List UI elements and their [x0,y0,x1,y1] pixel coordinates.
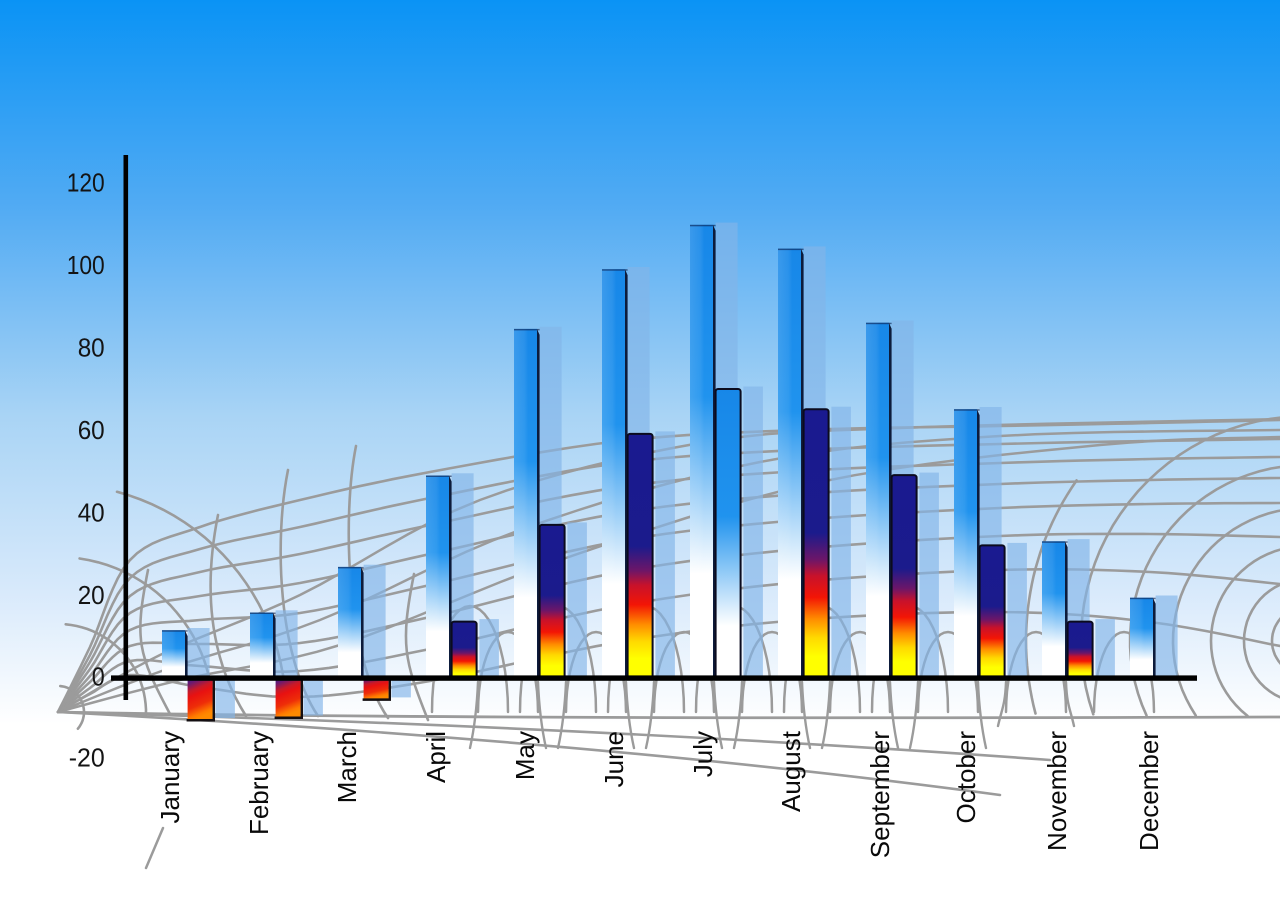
svg-text:June: June [599,731,629,787]
svg-text:November: November [1042,731,1072,851]
svg-text:0: 0 [92,662,105,692]
svg-text:February: February [244,731,274,835]
svg-text:September: September [865,731,895,859]
svg-text:60: 60 [78,415,105,445]
svg-text:120: 120 [67,167,105,197]
svg-text:August: August [776,730,806,812]
svg-text:100: 100 [67,250,105,280]
svg-text:May: May [510,731,540,780]
svg-text:July: July [688,731,718,777]
svg-text:December: December [1134,731,1164,851]
svg-text:20: 20 [78,580,105,610]
svg-text:January: January [155,731,185,824]
svg-text:40: 40 [78,497,105,527]
svg-text:March: March [332,731,362,803]
svg-text:October: October [951,731,981,824]
svg-text:April: April [421,731,451,783]
svg-text:80: 80 [78,332,105,362]
svg-text:-20: -20 [69,743,105,773]
